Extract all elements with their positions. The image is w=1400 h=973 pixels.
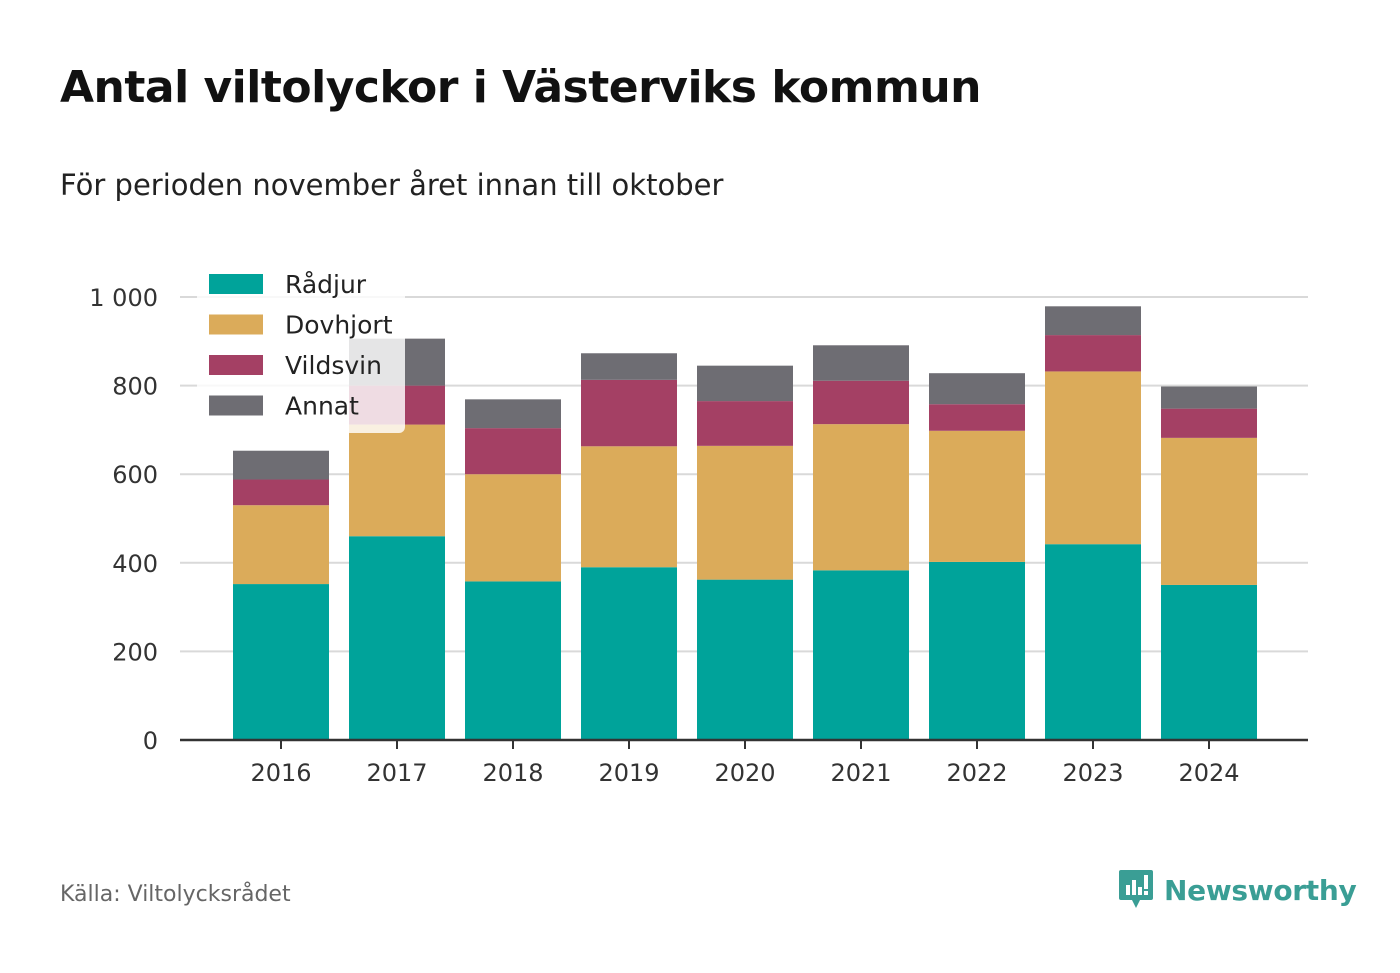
y-tick-label: 200: [112, 638, 158, 666]
bar-segment: [465, 581, 561, 740]
legend-label: Dovhjort: [285, 311, 393, 340]
bar-segment: [581, 567, 677, 740]
x-tick-label: 2017: [366, 759, 427, 787]
bar-segment: [929, 404, 1025, 431]
bars: [233, 306, 1257, 740]
legend-label: Rådjur: [285, 270, 367, 299]
x-tick-label: 2023: [1062, 759, 1123, 787]
bar-segment: [929, 430, 1025, 562]
bar-segment: [1045, 335, 1141, 372]
bar-segment: [233, 450, 329, 480]
bar-segment: [1045, 371, 1141, 545]
x-tick-label: 2024: [1178, 759, 1239, 787]
bar-segment: [813, 424, 909, 571]
bar-segment: [813, 570, 909, 740]
bar-segment: [349, 424, 445, 537]
brand: Newsworthy: [1118, 868, 1357, 912]
bar-segment: [349, 536, 445, 740]
x-tick-label: 2016: [250, 759, 311, 787]
x-tick-label: 2021: [830, 759, 891, 787]
bar-segment: [233, 479, 329, 506]
bar-segment: [1161, 437, 1257, 585]
legend-background: [197, 263, 405, 433]
bar-segment: [697, 579, 793, 740]
legend-label: Vildsvin: [285, 351, 382, 380]
legend-swatch: [209, 395, 263, 416]
bar-segment: [697, 445, 793, 580]
legend: Rådjur Dovhjort Vildsvin Annat: [197, 263, 405, 433]
bar-segment: [1161, 386, 1257, 409]
bar-segment: [697, 401, 793, 446]
bar-segment: [813, 380, 909, 425]
x-tick-label: 2022: [946, 759, 1007, 787]
bar-segment: [581, 353, 677, 380]
bar-segment: [465, 474, 561, 582]
y-tick-label: 400: [112, 550, 158, 578]
bar-segment: [233, 505, 329, 585]
legend-label: Annat: [285, 392, 359, 421]
bar-segment: [1161, 584, 1257, 740]
legend-swatch: [209, 274, 263, 294]
legend-swatch: [209, 314, 263, 335]
source-note: Källa: Viltolycksrådet: [60, 882, 291, 907]
bar-segment: [929, 373, 1025, 405]
bar-segment: [581, 379, 677, 447]
bar-segment: [1045, 544, 1141, 740]
chart-title: Antal viltolyckor i Västerviks kommun: [60, 62, 981, 113]
x-tick-label: 2019: [598, 759, 659, 787]
y-tick-label: 800: [112, 373, 158, 401]
bar-segment: [929, 561, 1025, 740]
bar-segment: [465, 399, 561, 429]
bar-segment: [1161, 408, 1257, 438]
bar-segment: [1045, 306, 1141, 336]
newsworthy-logo-icon: [1119, 870, 1153, 908]
legend-swatch: [209, 355, 263, 375]
bar-segment: [697, 365, 793, 402]
bar-segment: [233, 584, 329, 740]
x-tick-label: 2018: [482, 759, 543, 787]
y-tick-label: 0: [143, 727, 158, 755]
x-tick-label: 2020: [714, 759, 775, 787]
bar-segment: [813, 345, 909, 381]
y-tick-label: 600: [112, 461, 158, 489]
chart-subtitle: För perioden november året innan till ok…: [60, 168, 724, 202]
bar-segment: [465, 428, 561, 475]
y-tick-label: 1 000: [89, 284, 158, 312]
axes: 0 200 400 600 800 1 000 2016 2017 2018 2019 2020 20…: [89, 284, 1308, 787]
bar-segment: [581, 446, 677, 568]
brand-name: Newsworthy: [1164, 873, 1357, 907]
